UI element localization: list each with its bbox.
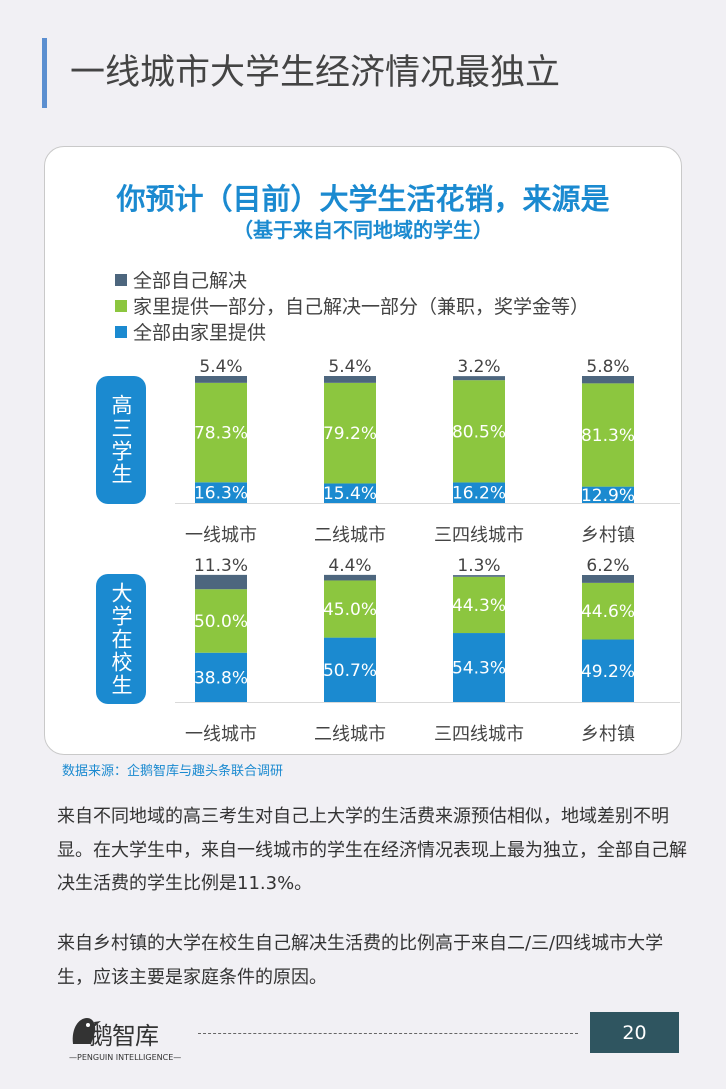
legend-label: 全部自己解决 bbox=[133, 270, 248, 292]
data-label: 54.3% bbox=[452, 659, 506, 679]
svg-text:—PENGUIN INTELLIGENCE—: —PENGUIN INTELLIGENCE— bbox=[69, 1053, 181, 1062]
group-label-box: 高三学生 bbox=[96, 376, 146, 504]
footer-divider bbox=[198, 1033, 578, 1034]
category-label: 乡村镇 bbox=[581, 724, 635, 745]
data-label: 11.3% bbox=[194, 556, 248, 576]
data-label: 38.8% bbox=[194, 668, 248, 688]
page-number: 20 bbox=[590, 1012, 679, 1053]
category-label: 三四线城市 bbox=[434, 724, 524, 745]
bar-segment bbox=[195, 589, 247, 653]
bar-segment bbox=[582, 575, 634, 583]
bar-segment bbox=[582, 639, 634, 702]
data-label: 50.7% bbox=[323, 661, 377, 681]
data-label: 4.4% bbox=[328, 556, 371, 576]
bar-segment bbox=[324, 376, 376, 383]
bar-segment bbox=[195, 652, 247, 702]
data-label: 6.2% bbox=[586, 556, 629, 576]
bar-segment bbox=[195, 376, 247, 383]
group-label-high-school: 高三学生 bbox=[109, 394, 133, 486]
svg-text:鹅智库: 鹅智库 bbox=[89, 1022, 158, 1050]
legend-item: 全部由家里提供 bbox=[115, 318, 266, 345]
page-title: 一线城市大学生经济情况最独立 bbox=[70, 53, 561, 93]
bar-segment bbox=[195, 482, 247, 503]
data-label: 44.6% bbox=[581, 602, 635, 622]
chart-subtitle: （基于来自不同地域的学生） bbox=[233, 218, 493, 242]
data-source: 数据来源：企鹅智库与趣头条联合调研 bbox=[62, 764, 284, 779]
bar-segment bbox=[195, 574, 247, 590]
bar-segment bbox=[324, 382, 376, 484]
data-label: 79.2% bbox=[323, 424, 377, 444]
category-label: 乡村镇 bbox=[581, 525, 635, 546]
bar-segment bbox=[582, 376, 634, 384]
bar-segment bbox=[582, 582, 634, 640]
data-label: 3.2% bbox=[457, 357, 500, 377]
category-label: 一线城市 bbox=[185, 724, 257, 745]
data-label: 81.3% bbox=[581, 426, 635, 446]
data-label: 49.2% bbox=[581, 662, 635, 682]
data-label: 5.4% bbox=[199, 357, 242, 377]
bar-segment bbox=[582, 383, 634, 487]
paragraph: 来自不同地域的高三考生对自己上大学的生活费来源预估相似，地域差别不明显。在大学生… bbox=[57, 806, 687, 894]
bar-segment bbox=[324, 580, 376, 638]
data-label: 16.2% bbox=[452, 484, 506, 504]
category-label: 二线城市 bbox=[314, 724, 386, 745]
group-label-university: 大学在校生 bbox=[109, 581, 133, 697]
data-label: 12.9% bbox=[581, 486, 635, 506]
legend-item: 家里提供一部分，自己解决一部分（兼职，奖学金等） bbox=[115, 292, 589, 319]
bar-segment bbox=[324, 637, 376, 702]
bar-segment bbox=[453, 376, 505, 381]
bar-segment bbox=[453, 482, 505, 503]
bar-segment bbox=[582, 486, 634, 503]
chart-title: 你预计（目前）大学生活花销，来源是 bbox=[116, 182, 610, 216]
group-label-box: 大学在校生 bbox=[96, 574, 146, 704]
data-label: 50.0% bbox=[194, 612, 248, 632]
data-label: 80.5% bbox=[452, 422, 506, 442]
bar-segment bbox=[324, 574, 376, 581]
legend-label: 家里提供一部分，自己解决一部分（兼职，奖学金等） bbox=[133, 296, 590, 318]
bar-segment bbox=[453, 576, 505, 634]
title-accent-bar bbox=[42, 38, 47, 108]
data-label: 45.0% bbox=[323, 600, 377, 620]
data-label: 5.4% bbox=[328, 357, 371, 377]
data-label: 78.3% bbox=[194, 424, 248, 444]
bar-segment bbox=[195, 382, 247, 483]
category-label: 三四线城市 bbox=[434, 525, 524, 546]
category-label: 一线城市 bbox=[185, 525, 257, 546]
bar-segment bbox=[453, 380, 505, 483]
penguin-intelligence-logo: 鹅智库 —PENGUIN INTELLIGENCE— bbox=[65, 1008, 185, 1063]
data-label: 16.3% bbox=[194, 484, 248, 504]
bar-segment bbox=[453, 575, 505, 577]
legend-label: 全部由家里提供 bbox=[133, 322, 267, 344]
data-label: 5.8% bbox=[586, 357, 629, 377]
category-label: 二线城市 bbox=[314, 525, 386, 546]
bar-segment bbox=[453, 633, 505, 702]
data-label: 44.3% bbox=[452, 596, 506, 616]
data-label: 15.4% bbox=[323, 484, 377, 504]
paragraph: 来自乡村镇的大学在校生自己解决生活费的比例高于来自二/三/四线城市大学生，应该主… bbox=[57, 933, 664, 988]
bar-segment bbox=[324, 483, 376, 503]
legend-item: 全部自己解决 bbox=[115, 266, 247, 293]
data-label: 1.3% bbox=[457, 556, 500, 576]
stacked-bar-chart: 16.3% 78.3% 5.4% 一线城市 15.4% 79.2% 5.4% 二线城市 16.2… bbox=[175, 357, 680, 745]
